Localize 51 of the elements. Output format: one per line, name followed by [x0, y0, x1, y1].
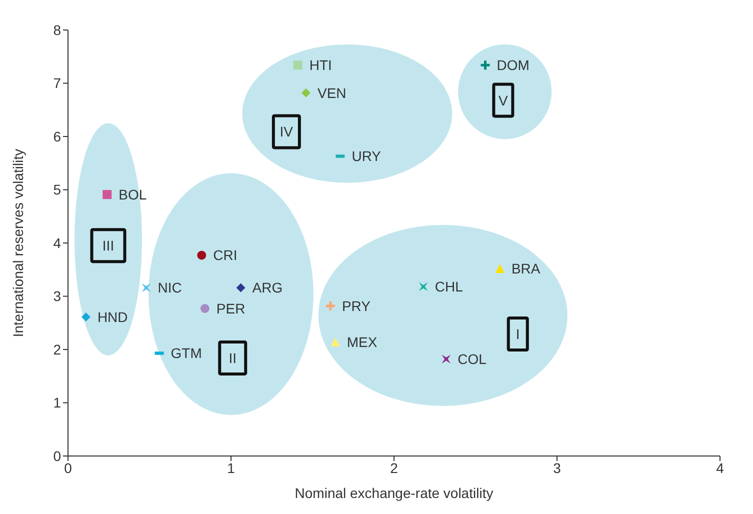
x-tick-label: 4: [716, 460, 724, 476]
y-tick-label: 0: [53, 448, 62, 464]
point: [495, 264, 504, 274]
series-label: URY: [352, 148, 382, 164]
x-axis-title: Nominal exchange-rate volatility: [294, 485, 494, 501]
x-tick-label: 2: [390, 460, 398, 476]
series-label: DOM: [496, 57, 530, 74]
series-label: GTM: [170, 345, 202, 362]
point: [324, 300, 336, 312]
series-label: PER: [216, 300, 246, 316]
series-label: MEX: [346, 334, 378, 350]
series-label: BOL: [118, 186, 147, 203]
point: [102, 190, 112, 200]
point: [236, 283, 246, 292]
y-axis-title: International reserves volatility: [10, 148, 26, 338]
series-label: BRA: [511, 260, 541, 277]
point: [81, 312, 90, 322]
point: [200, 304, 210, 313]
y-tick-label: 6: [53, 128, 62, 144]
point: [330, 338, 340, 347]
point: [301, 88, 310, 98]
series-label: CHL: [434, 278, 464, 295]
annotation: IV: [280, 124, 294, 140]
y-tick-label: 3: [53, 288, 62, 304]
y-tick-label: 8: [53, 22, 62, 38]
point: [142, 283, 151, 292]
series-label: HTI: [309, 57, 332, 74]
series-label: NIC: [158, 280, 182, 296]
point: [293, 60, 302, 70]
x-tick-label: 1: [227, 460, 236, 476]
y-tick-label: 4: [53, 234, 62, 251]
series-label: PRY: [342, 298, 372, 314]
annotation: V: [498, 92, 509, 108]
point: [197, 250, 206, 260]
x-tick-label: 3: [553, 460, 562, 476]
y-tick-label: 7: [53, 75, 62, 92]
x-tick-label: 0: [64, 460, 72, 476]
point: [442, 354, 451, 364]
series-label: CRI: [213, 247, 238, 264]
series-label: COL: [458, 351, 487, 368]
point: [480, 59, 492, 71]
series-label: HND: [97, 308, 128, 325]
series-label: ARG: [252, 280, 283, 296]
annotation: I: [516, 326, 520, 342]
y-tick-label: 5: [53, 182, 62, 198]
y-tick-label: 2: [53, 341, 62, 358]
point: [418, 282, 428, 292]
annotation: III: [102, 238, 114, 254]
series-label: VEN: [317, 84, 346, 101]
y-tick-label: 1: [53, 394, 62, 411]
annotation: II: [228, 350, 237, 366]
